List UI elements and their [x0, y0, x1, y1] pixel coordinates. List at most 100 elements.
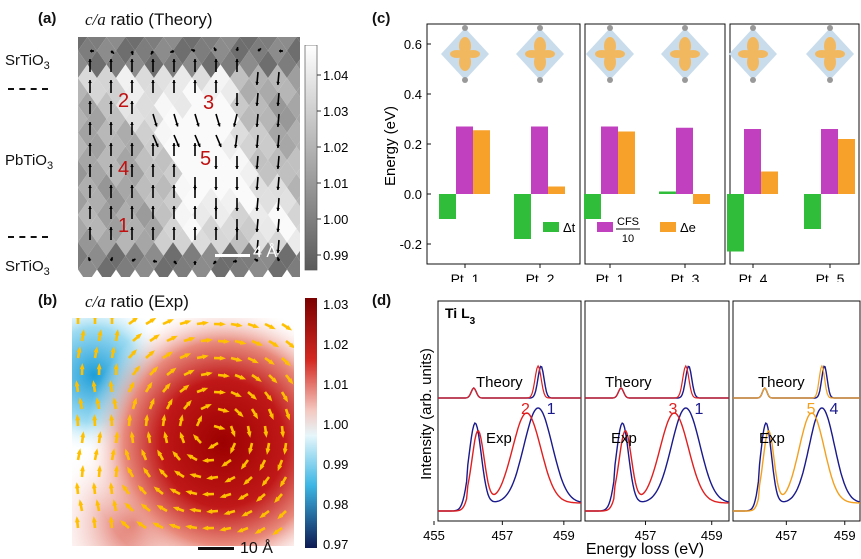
x-tick-label: Pt. 1: [451, 271, 480, 282]
polarization-arrowhead-exp: [261, 480, 268, 487]
polarization-arrowhead-exp: [246, 431, 252, 438]
y-tick-label: 0.6: [404, 37, 422, 52]
panel-a-title: c/a ratio (Theory): [85, 10, 213, 30]
map-tile: [287, 37, 300, 65]
polarization-arrowhead-exp: [259, 464, 265, 471]
map-tile: [87, 105, 107, 133]
polarization-arrowhead-exp: [184, 320, 192, 325]
colorbar-b-tick-label: 1.03: [323, 298, 348, 312]
map-tile: [268, 146, 287, 174]
polarization-arrowhead-exp: [269, 324, 276, 330]
layer-label-top: SrTiO3: [5, 52, 50, 72]
polarization-arrowhead: [151, 143, 155, 146]
legend-cfs-swatch: [597, 222, 613, 232]
legend-cfs-den: 10: [622, 233, 634, 245]
polarization-arrowhead-exp: [156, 505, 164, 511]
spectra-xlabel: Energy loss (eV): [586, 541, 704, 558]
polarization-arrowhead-exp: [254, 528, 262, 534]
polarization-arrowhead-exp: [124, 448, 130, 456]
panel-b-title: c/a ratio (Exp): [85, 292, 189, 312]
panel-b-title-var: c/a: [85, 292, 106, 311]
map-tile: [296, 196, 300, 207]
exp-curve-red-label: 3: [669, 401, 678, 418]
polarization-arrowhead: [276, 249, 280, 253]
edge-label-sub: 3: [470, 316, 476, 327]
polarization-arrowhead-exp: [79, 363, 85, 370]
bar-cfs: [744, 129, 761, 194]
polarization-arrowhead: [235, 227, 239, 230]
polarization-arrowhead: [151, 59, 155, 62]
polarization-arrowhead-exp: [97, 329, 103, 336]
map-tile: [173, 146, 192, 174]
map-tile: [239, 50, 259, 79]
polarization-arrowhead-exp: [285, 413, 291, 421]
y-tick-label: 0.0: [404, 187, 422, 202]
polarization-arrowhead-exp: [119, 520, 127, 526]
map-tile: [163, 37, 183, 51]
map-tile: [258, 78, 278, 106]
map-tile: [97, 146, 116, 174]
polarization-arrowhead: [235, 59, 239, 62]
exp-curve-red: [438, 412, 581, 512]
polarization-arrowhead: [280, 49, 283, 53]
polarization-arrowhead: [109, 164, 113, 167]
x-tick-label: 457: [491, 528, 513, 543]
orbital-lobe: [459, 37, 471, 55]
exp-curve-blue: [438, 407, 582, 512]
polarization-arrowhead: [255, 81, 259, 85]
polarization-arrowhead: [235, 103, 239, 106]
colorbar-b: 1.03 1.02 1.01 1.00 0.99 0.98 0.97: [305, 298, 348, 552]
bar-cfs: [821, 129, 838, 194]
polarization-arrowhead-exp: [185, 490, 192, 495]
scalebar-a-label: 4 Å: [253, 244, 278, 261]
polarization-arrowhead-exp: [137, 485, 144, 492]
polarization-arrowhead: [233, 259, 237, 263]
panel-c-label: (c): [372, 10, 391, 27]
map-tile: [163, 50, 183, 79]
atom: [682, 77, 688, 83]
bar-dt: [514, 194, 531, 239]
map-tile: [277, 132, 297, 161]
bar-de: [548, 186, 565, 194]
polarization-arrowhead-exp: [168, 523, 176, 529]
spectra-ylabel: Intensity (arb. units): [418, 348, 435, 480]
map-tile: [87, 50, 107, 79]
polarization-arrowhead-exp: [255, 376, 262, 382]
orbital-lobe: [604, 53, 616, 71]
polarization-arrowhead: [172, 143, 176, 146]
map-tile: [296, 86, 300, 97]
polarization-arrowhead-exp: [92, 414, 98, 421]
legend-de-label: Δe: [680, 220, 696, 235]
polarization-arrowhead: [150, 50, 155, 55]
polarization-arrowhead: [131, 258, 136, 263]
polarization-arrowhead-exp: [96, 363, 102, 370]
polarization-arrowhead: [155, 143, 159, 147]
polarization-arrowhead-exp: [129, 431, 135, 438]
atom: [607, 25, 613, 31]
map-tile: [277, 50, 297, 79]
map-tile: [258, 105, 278, 133]
polarization-arrowhead-exp: [235, 392, 242, 398]
polarization-arrowhead-exp: [219, 389, 226, 395]
polarization-arrowhead: [197, 143, 201, 147]
polarization-arrowhead: [88, 59, 92, 62]
colorbar-b-tick-label: 0.98: [323, 497, 348, 512]
polarization-arrowhead-exp: [263, 431, 269, 438]
polarization-arrowhead-exp: [223, 373, 230, 378]
orbital-lobe: [686, 50, 700, 58]
orbital-lobe: [747, 37, 759, 55]
polarization-arrowhead-exp: [248, 448, 253, 455]
map-tile: [135, 255, 154, 277]
polarization-arrowhead-exp: [97, 431, 103, 438]
polarization-arrowhead-exp: [282, 395, 289, 403]
panel-b-label: (b): [38, 292, 58, 309]
panel-a-label: (a): [38, 10, 57, 27]
polarization-arrowhead-exp: [239, 374, 247, 380]
polarization-arrowhead-exp: [256, 341, 264, 346]
map-tile: [78, 105, 88, 133]
map-tile: [182, 105, 202, 133]
polarization-arrowhead-exp: [183, 384, 190, 391]
atom: [827, 25, 833, 31]
atom: [750, 25, 756, 31]
polarization-arrowhead: [193, 262, 197, 265]
